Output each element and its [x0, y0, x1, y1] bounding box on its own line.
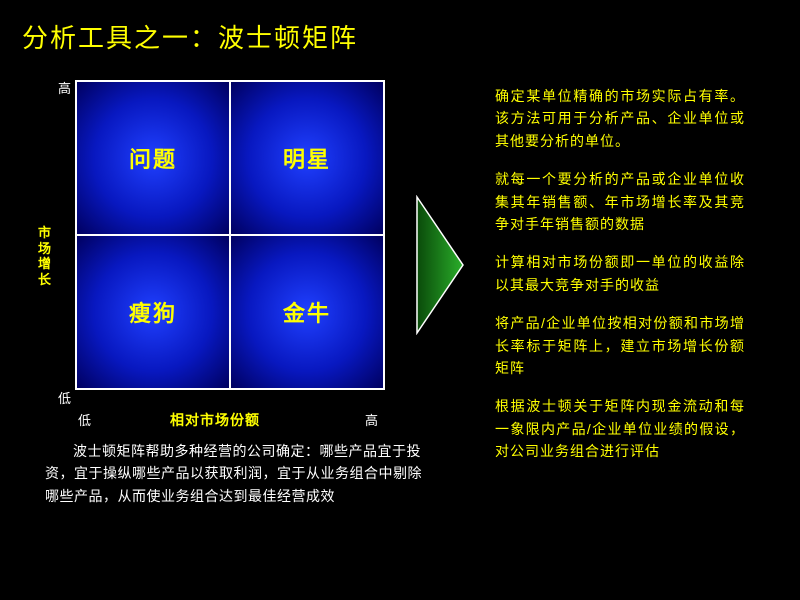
right-column: 确定某单位精确的市场实际占有率。该方法可用于分析产品、企业单位或其他要分析的单位… — [430, 70, 745, 507]
quadrant-label: 瘦狗 — [129, 296, 177, 328]
y-axis-low: 低 — [58, 388, 71, 407]
bottom-description: 波士顿矩阵帮助多种经营的公司确定：哪些产品宜于投资，宜于操纵哪些产品以获取利润，… — [20, 440, 430, 507]
bullet-item: 根据波士顿关于矩阵内现金流动和每一象限内产品/企业单位业绩的假设，对公司业务组合… — [495, 395, 745, 462]
matrix-container: 问题 明星 瘦狗 金牛 — [75, 80, 430, 390]
bcg-matrix: 问题 明星 瘦狗 金牛 — [75, 80, 385, 390]
x-axis-low: 低 — [78, 410, 91, 429]
bullet-item: 确定某单位精确的市场实际占有率。该方法可用于分析产品、企业单位或其他要分析的单位… — [495, 85, 745, 152]
content-area: 市场增长 高 低 低 高 相对市场份额 问题 明星 瘦狗 金牛 波士顿矩阵帮 — [0, 55, 800, 507]
quadrant-label: 问题 — [129, 142, 177, 174]
quadrant-label: 明星 — [283, 142, 331, 174]
page-title: 分析工具之一：波士顿矩阵 — [0, 0, 800, 55]
bullet-item: 将产品/企业单位按相对份额和市场增长率标于矩阵上，建立市场增长份额矩阵 — [495, 312, 745, 379]
quadrant-dog: 瘦狗 — [77, 236, 229, 388]
bullet-item: 计算相对市场份额即一单位的收益除以其最大竞争对手的收益 — [495, 251, 745, 296]
left-column: 市场增长 高 低 低 高 相对市场份额 问题 明星 瘦狗 金牛 波士顿矩阵帮 — [20, 70, 430, 507]
quadrant-star: 明星 — [231, 82, 383, 234]
x-axis-high: 高 — [365, 410, 378, 429]
quadrant-question: 问题 — [77, 82, 229, 234]
quadrant-label: 金牛 — [283, 296, 331, 328]
quadrant-cash-cow: 金牛 — [231, 236, 383, 388]
y-axis-high: 高 — [58, 78, 71, 97]
y-axis-label: 市场增长 — [38, 225, 52, 287]
bullet-item: 就每一个要分析的产品或企业单位收集其年销售额、年市场增长率及其竞争对手年销售额的… — [495, 168, 745, 235]
x-axis-label: 相对市场份额 — [170, 410, 260, 430]
arrow-icon — [415, 195, 465, 340]
